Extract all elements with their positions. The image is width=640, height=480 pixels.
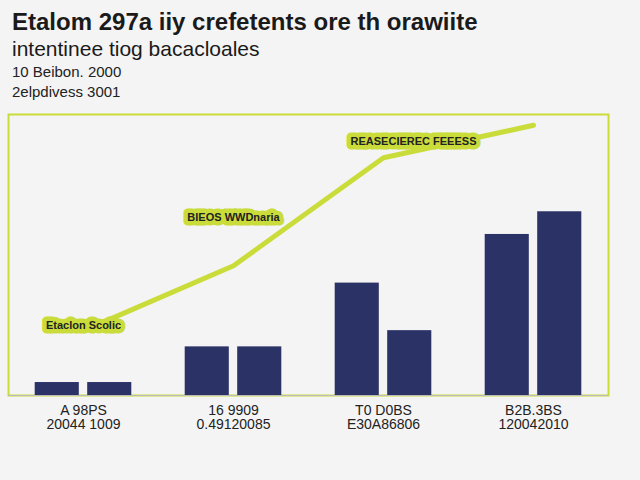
svg-text:B2B.3BS120042010: B2B.3BS120042010 bbox=[498, 402, 568, 432]
svg-text:Etaclon Scolic: Etaclon Scolic bbox=[46, 319, 121, 331]
svg-text:BIEOS WWDnaria: BIEOS WWDnaria bbox=[187, 211, 280, 223]
svg-text:T0 D0BSE30A86806: T0 D0BSE30A86806 bbox=[347, 402, 420, 432]
html-text:intentinee tiog bacacloales: intentinee tiog bacacloales bbox=[12, 37, 260, 60]
svg-text:16 99090.49120085: 16 99090.49120085 bbox=[197, 402, 271, 432]
html-text:2elpdivess 3001: 2elpdivess 3001 bbox=[12, 83, 121, 100]
html-text:Etalom 297a iiy crefetents ore: Etalom 297a iiy crefetents ore th orawii… bbox=[12, 8, 478, 35]
html-text:10 Beibon. 2000: 10 Beibon. 2000 bbox=[12, 63, 122, 80]
svg-text:A 98PS20044 1009: A 98PS20044 1009 bbox=[47, 402, 121, 432]
svg-text:REASECIEREC FEEESS: REASECIEREC FEEESS bbox=[351, 135, 477, 147]
